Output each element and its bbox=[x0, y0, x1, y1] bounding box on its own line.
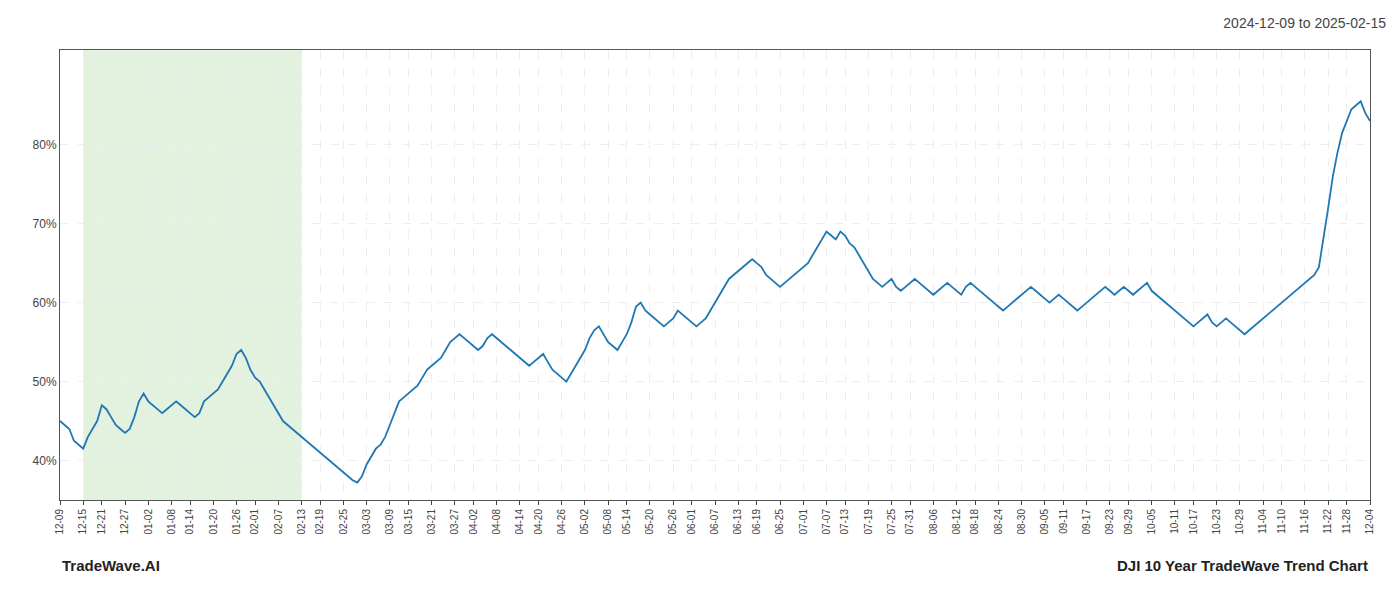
svg-text:04-26: 04-26 bbox=[556, 509, 567, 535]
svg-text:2024-12-09 to 2025-02-15: 2024-12-09 to 2025-02-15 bbox=[1223, 15, 1386, 31]
svg-text:08-06: 08-06 bbox=[928, 509, 939, 535]
svg-text:01-08: 01-08 bbox=[166, 509, 177, 535]
svg-text:11-28: 11-28 bbox=[1341, 509, 1352, 534]
svg-text:10-11: 10-11 bbox=[1169, 509, 1180, 534]
svg-text:05-02: 05-02 bbox=[579, 509, 590, 535]
svg-text:07-31: 07-31 bbox=[904, 509, 915, 535]
svg-text:DJI 10 Year TradeWave Trend Ch: DJI 10 Year TradeWave Trend Chart bbox=[1117, 557, 1368, 574]
svg-text:10-23: 10-23 bbox=[1211, 509, 1222, 535]
svg-text:08-18: 08-18 bbox=[969, 509, 980, 535]
svg-text:08-24: 08-24 bbox=[993, 509, 1004, 535]
svg-text:07-07: 07-07 bbox=[821, 509, 832, 535]
svg-text:04-08: 04-08 bbox=[491, 509, 502, 535]
svg-text:03-09: 03-09 bbox=[384, 509, 395, 535]
svg-text:07-19: 07-19 bbox=[863, 509, 874, 535]
svg-text:60%: 60% bbox=[33, 296, 57, 310]
svg-text:04-14: 04-14 bbox=[514, 509, 525, 535]
svg-text:02-25: 02-25 bbox=[338, 509, 349, 535]
svg-text:04-02: 04-02 bbox=[468, 509, 479, 535]
svg-text:11-10: 11-10 bbox=[1276, 509, 1287, 534]
svg-text:11-04: 11-04 bbox=[1257, 509, 1268, 534]
svg-text:09-29: 09-29 bbox=[1123, 509, 1134, 535]
svg-text:12-27: 12-27 bbox=[119, 509, 130, 535]
svg-text:03-03: 03-03 bbox=[361, 509, 372, 535]
svg-text:11-22: 11-22 bbox=[1322, 509, 1333, 534]
svg-text:11-16: 11-16 bbox=[1299, 509, 1310, 534]
svg-text:40%: 40% bbox=[33, 454, 57, 468]
svg-text:80%: 80% bbox=[33, 138, 57, 152]
svg-text:07-13: 07-13 bbox=[839, 509, 850, 535]
svg-text:02-13: 02-13 bbox=[296, 509, 307, 535]
svg-text:01-02: 01-02 bbox=[143, 509, 154, 535]
svg-text:06-25: 06-25 bbox=[774, 509, 785, 535]
svg-text:12-21: 12-21 bbox=[96, 509, 107, 535]
svg-text:50%: 50% bbox=[33, 375, 57, 389]
svg-text:10-17: 10-17 bbox=[1188, 509, 1199, 535]
svg-text:05-14: 05-14 bbox=[621, 509, 632, 535]
svg-text:02-07: 02-07 bbox=[273, 509, 284, 535]
svg-text:06-19: 06-19 bbox=[751, 509, 762, 535]
svg-text:09-05: 09-05 bbox=[1039, 509, 1050, 535]
svg-text:06-01: 06-01 bbox=[686, 509, 697, 535]
svg-text:02-19: 02-19 bbox=[314, 509, 325, 535]
svg-text:10-05: 10-05 bbox=[1146, 509, 1157, 535]
svg-text:10-29: 10-29 bbox=[1234, 509, 1245, 535]
svg-text:03-27: 03-27 bbox=[449, 509, 460, 535]
svg-text:01-14: 01-14 bbox=[184, 509, 195, 535]
svg-text:12-04: 12-04 bbox=[1364, 509, 1375, 535]
svg-text:05-20: 05-20 bbox=[644, 509, 655, 535]
svg-text:01-20: 01-20 bbox=[208, 509, 219, 535]
svg-text:03-15: 03-15 bbox=[403, 509, 414, 535]
svg-text:06-07: 06-07 bbox=[709, 509, 720, 535]
svg-text:01-26: 01-26 bbox=[231, 509, 242, 535]
svg-text:09-17: 09-17 bbox=[1081, 509, 1092, 535]
svg-text:07-25: 07-25 bbox=[886, 509, 897, 535]
svg-text:03-21: 03-21 bbox=[426, 509, 437, 535]
svg-text:05-26: 05-26 bbox=[667, 509, 678, 535]
svg-text:05-08: 05-08 bbox=[602, 509, 613, 535]
svg-text:08-12: 08-12 bbox=[951, 509, 962, 535]
svg-text:09-23: 09-23 bbox=[1104, 509, 1115, 535]
svg-text:02-01: 02-01 bbox=[249, 509, 260, 535]
svg-text:08-30: 08-30 bbox=[1016, 509, 1027, 535]
svg-text:09-11: 09-11 bbox=[1058, 509, 1069, 534]
svg-text:12-15: 12-15 bbox=[77, 509, 88, 535]
svg-text:70%: 70% bbox=[33, 217, 57, 231]
svg-text:12-09: 12-09 bbox=[54, 509, 65, 535]
svg-text:TradeWave.AI: TradeWave.AI bbox=[62, 557, 160, 574]
svg-text:06-13: 06-13 bbox=[732, 509, 743, 535]
svg-text:04-20: 04-20 bbox=[533, 509, 544, 535]
svg-text:07-01: 07-01 bbox=[798, 509, 809, 535]
